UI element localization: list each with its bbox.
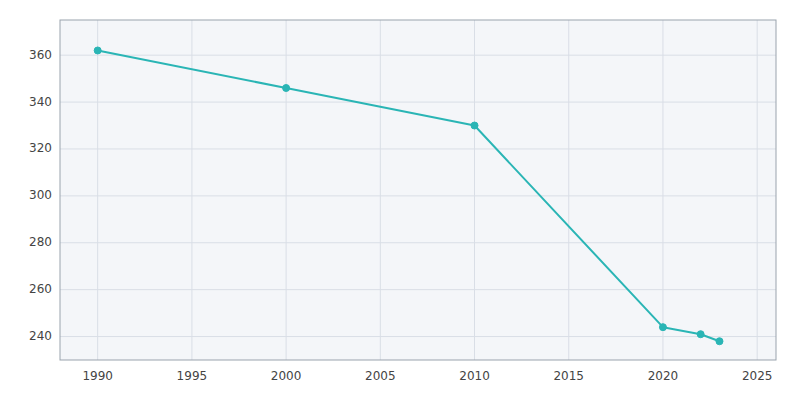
y-tick-label: 280: [29, 235, 52, 249]
grid-line-y: [60, 242, 776, 243]
chart-container: 240 260 280 300 320 340 360 1990 1995 2000 2005 201…: [0, 0, 800, 400]
point: [659, 324, 666, 331]
y-tick-label: 300: [29, 188, 52, 202]
point: [716, 338, 723, 345]
x-tick-label: 2010: [459, 369, 490, 383]
grid-line-y: [60, 55, 776, 56]
grid-line-y: [60, 102, 776, 103]
point: [283, 85, 290, 92]
x-tick-label: 2015: [553, 369, 584, 383]
point: [697, 331, 704, 338]
grid-line-x: [757, 20, 758, 360]
y-tick-label: 320: [29, 141, 52, 155]
point: [471, 122, 478, 129]
y-tick-label: 260: [29, 282, 52, 296]
grid-line-x: [662, 20, 663, 360]
x-tick-label: 2025: [742, 369, 773, 383]
plot-background: [60, 20, 776, 360]
grid-line-x: [474, 20, 475, 360]
x-tick-label: 2020: [648, 369, 679, 383]
grid-line-x: [286, 20, 287, 360]
grid-line-x: [97, 20, 98, 360]
series: [94, 47, 723, 345]
line: [98, 50, 720, 341]
chart-svg: 240 260 280 300 320 340 360 1990 1995 2000 2005 201…: [0, 0, 800, 400]
grid-line-x: [380, 20, 381, 360]
x-tick-label: 1990: [82, 369, 113, 383]
plot-frame: [60, 20, 776, 360]
grid: [60, 20, 776, 360]
x-tick-label: 2005: [365, 369, 396, 383]
tick-labels: 240 260 280 300 320 340 360 1990 1995 2000 2005 201…: [29, 48, 772, 383]
grid-line-y: [60, 148, 776, 149]
y-tick-label: 360: [29, 48, 52, 62]
point: [94, 47, 101, 54]
x-tick-label: 2000: [271, 369, 302, 383]
y-tick-label: 340: [29, 95, 52, 109]
grid-line-y: [60, 289, 776, 290]
x-tick-label: 1995: [177, 369, 208, 383]
grid-line-x: [568, 20, 569, 360]
grid-line-y: [60, 195, 776, 196]
grid-line-y: [60, 336, 776, 337]
grid-line-x: [191, 20, 192, 360]
y-tick-label: 240: [29, 329, 52, 343]
